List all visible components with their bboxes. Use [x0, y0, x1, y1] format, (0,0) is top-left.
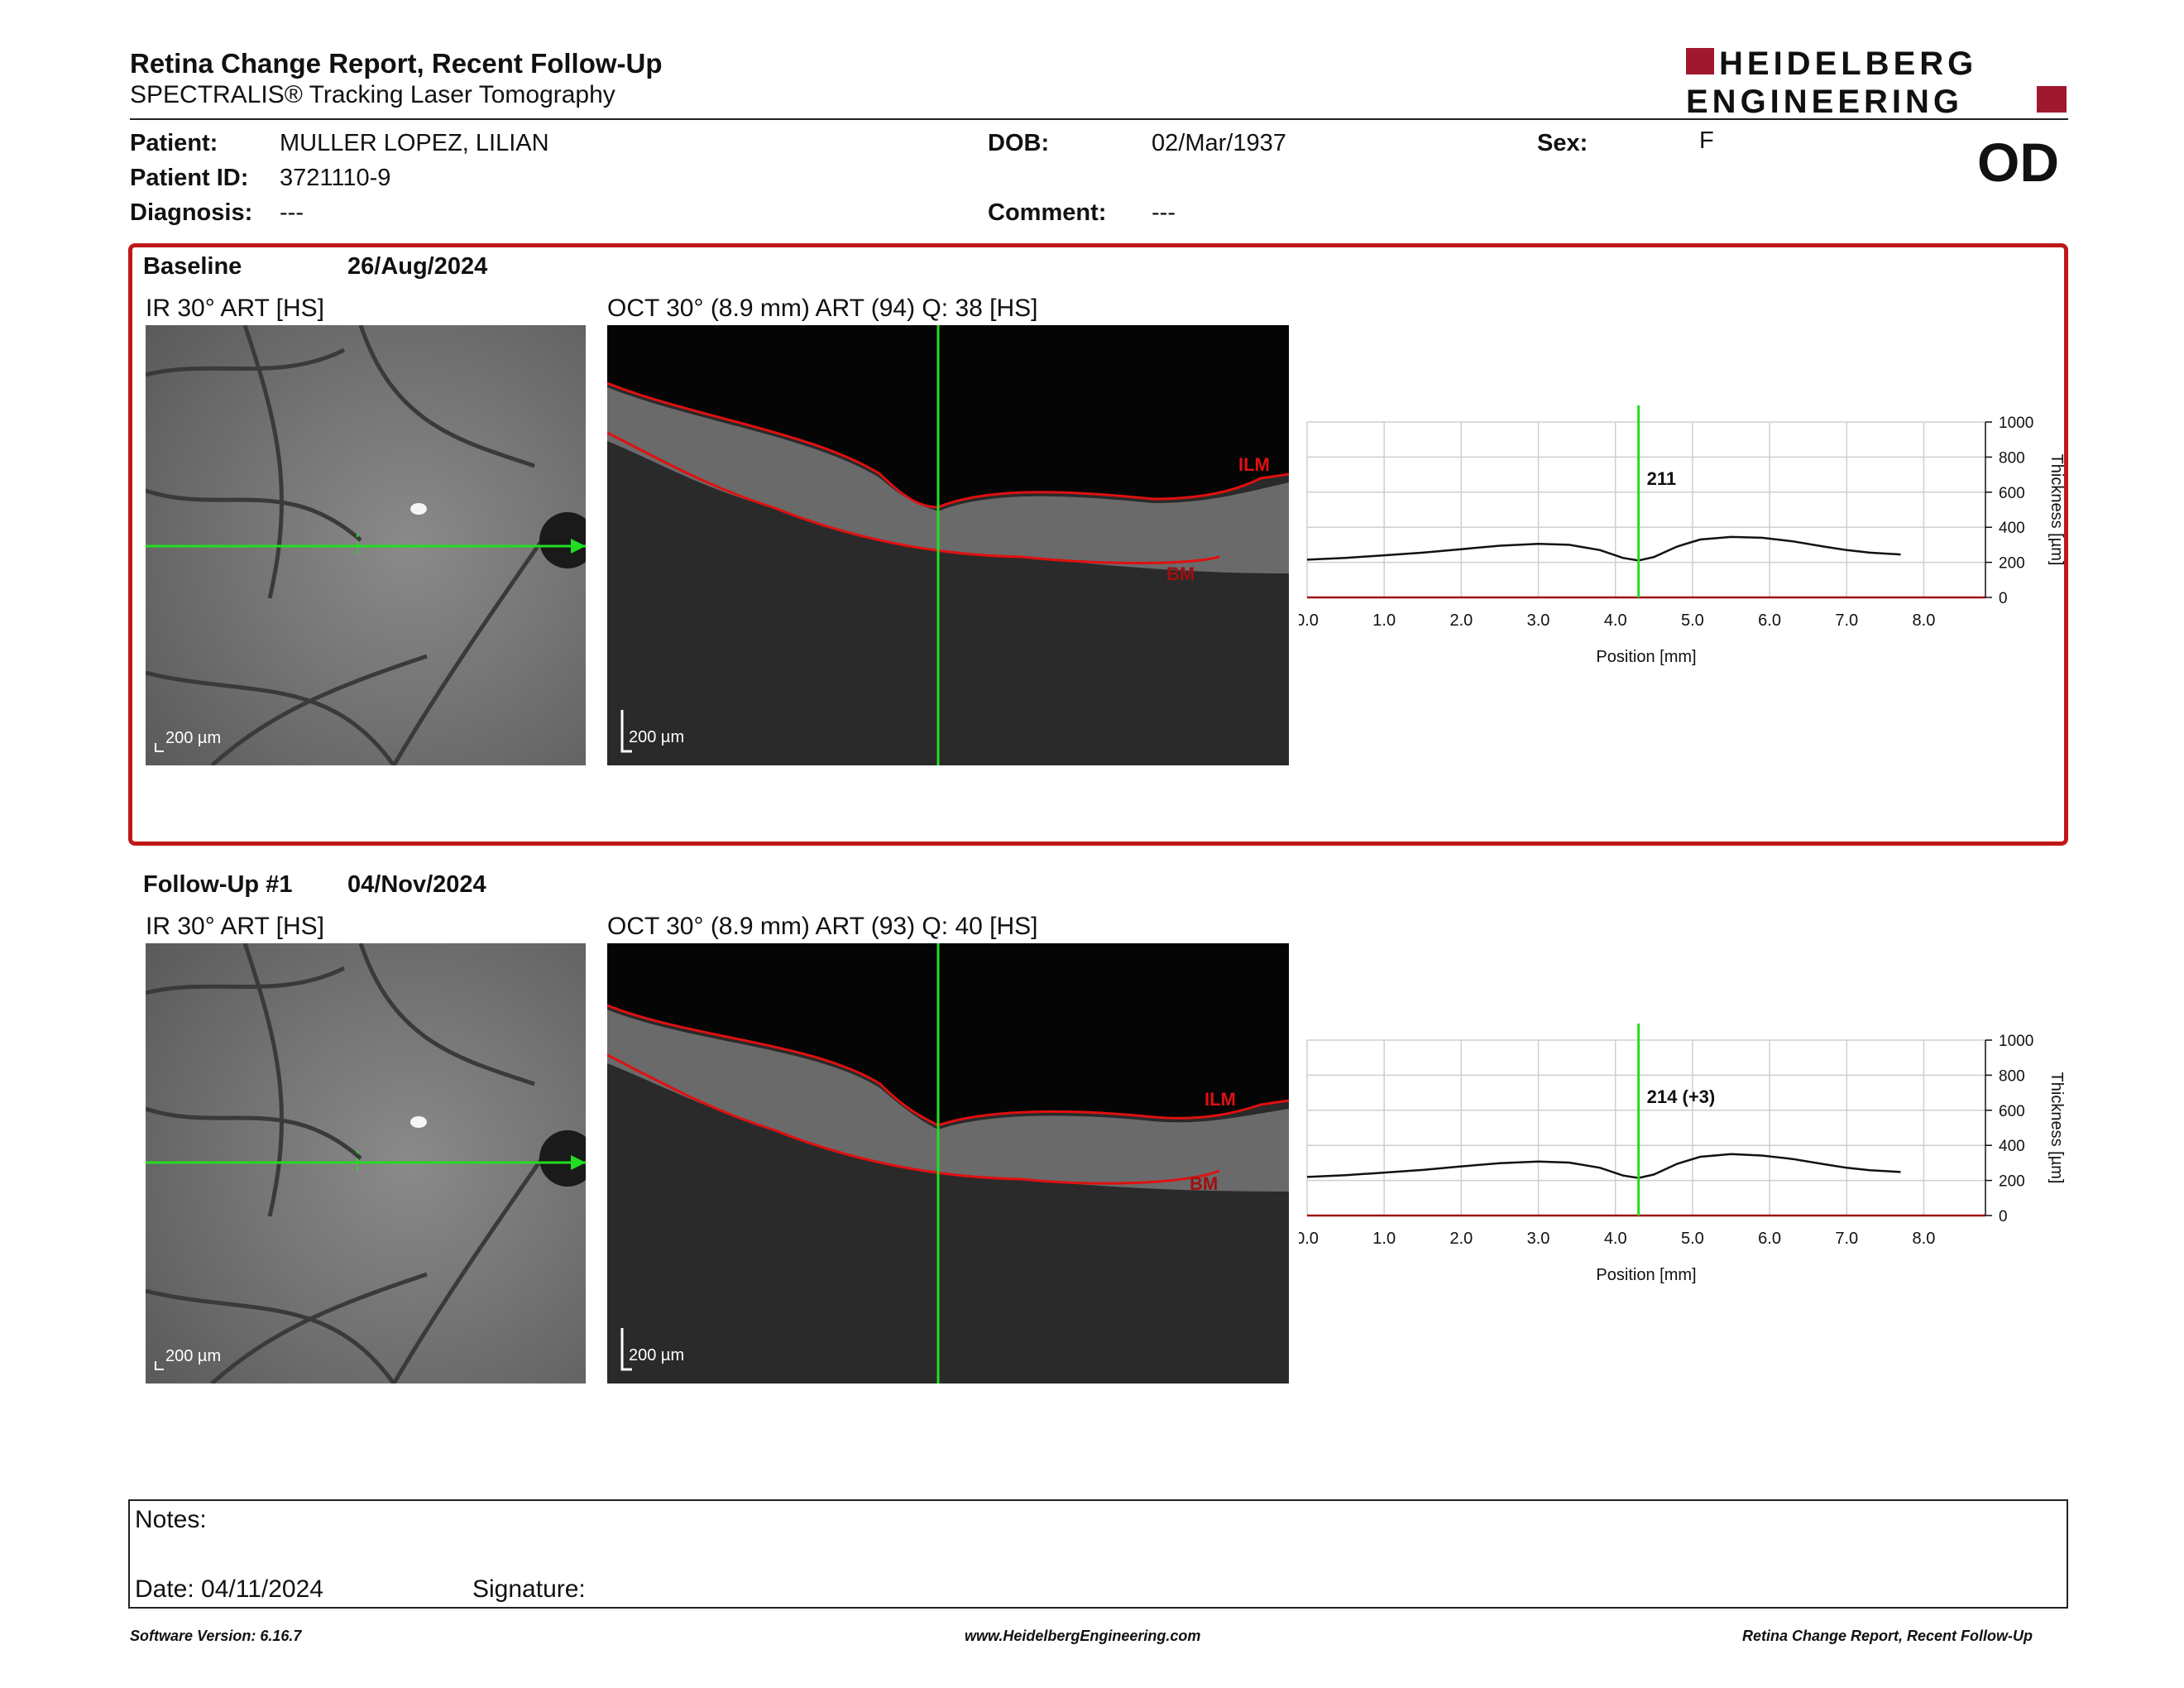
baseline-oct-bscan[interactable]: ILM BM 200 µm	[607, 325, 1289, 765]
followup-label: Follow-Up #1	[143, 871, 293, 898]
report-title: Retina Change Report, Recent Follow-Up	[130, 48, 663, 79]
x-tick-label: 1.0	[1372, 1230, 1396, 1248]
brand-line-2: ENGINEERING	[1686, 84, 1963, 116]
thickness-readout-label: 211	[1647, 468, 1677, 489]
x-tick-label: 5.0	[1681, 611, 1704, 630]
baseline-bm-label: BM	[1166, 563, 1195, 584]
y-tick-label: 200	[1999, 1173, 2025, 1191]
x-tick-label: 4.0	[1604, 611, 1627, 630]
footer-version: Software Version: 6.16.7	[130, 1628, 302, 1644]
baseline-thickness-chart: 0.0 1.0 2.0 3.0 4.0 5.0 6.0 7.0 8.0 0 200 400 600 800…	[1299, 405, 2066, 666]
x-tick-label: 5.0	[1681, 1230, 1704, 1248]
y-tick-label: 600	[1999, 1103, 2025, 1120]
y-tick-label: 0	[1999, 590, 2008, 607]
x-tick-label: 3.0	[1527, 611, 1550, 630]
comment-label: Comment:	[988, 199, 1107, 226]
notes-box[interactable]: Notes: Date: 04/11/2024 Signature:	[128, 1499, 2068, 1609]
patient-id-label: Patient ID:	[130, 165, 249, 191]
report-subtitle: SPECTRALIS® Tracking Laser Tomography	[130, 81, 615, 108]
dob-label: DOB:	[988, 130, 1050, 156]
signature-label: Signature:	[472, 1575, 586, 1603]
followup-thickness-chart: 0.0 1.0 2.0 3.0 4.0 5.0 6.0 7.0 8.0 0 200 400 600 800…	[1299, 1024, 2066, 1284]
y-tick-label: 200	[1999, 555, 2025, 573]
x-tick-label: 0.0	[1299, 1230, 1319, 1248]
patient-id: 3721110-9	[280, 165, 391, 191]
header-divider	[130, 118, 2068, 120]
x-tick-label: 1.0	[1372, 611, 1396, 630]
brand-line-1: HEIDELBERG	[1719, 46, 1977, 82]
baseline-frame	[128, 243, 2068, 846]
diagnosis-label: Diagnosis:	[130, 199, 253, 226]
y-tick-label: 400	[1999, 1138, 2025, 1155]
baseline-oct-scale: 200 µm	[629, 728, 685, 746]
baseline-date: 26/Aug/2024	[347, 253, 488, 280]
y-tick-label: 1000	[1999, 1033, 2033, 1050]
y-tick-label: 600	[1999, 485, 2025, 502]
sex-label: Sex:	[1537, 130, 1588, 156]
notes-date: Date: 04/11/2024	[135, 1575, 323, 1603]
baseline-oct-title: OCT 30° (8.9 mm) ART (94) Q: 38 [HS]	[607, 295, 1038, 322]
y-tick-label: 800	[1999, 449, 2025, 467]
x-tick-label: 7.0	[1835, 1230, 1858, 1248]
followup-oct-title: OCT 30° (8.9 mm) ART (93) Q: 40 [HS]	[607, 913, 1038, 940]
x-tick-label: 6.0	[1758, 611, 1781, 630]
heidelberg-logo: HEIDELBERG ENGINEERING	[1686, 46, 2067, 116]
x-tick-label: 7.0	[1835, 611, 1858, 630]
diagnosis-value: ---	[280, 199, 304, 226]
followup-oct-bscan[interactable]: ILM BM 200 µm	[607, 943, 1289, 1383]
baseline-ir-image[interactable]: 200 µm	[146, 325, 586, 765]
footer-report-name: Retina Change Report, Recent Follow-Up	[1742, 1628, 2033, 1644]
x-axis-label: Position [mm]	[1596, 1266, 1696, 1284]
eye-indicator: OD	[1977, 132, 2059, 193]
baseline-ir-title: IR 30° ART [HS]	[146, 295, 324, 322]
x-tick-label: 8.0	[1913, 1230, 1936, 1248]
patient-name: MULLER LOPEZ, LILIAN	[280, 130, 549, 156]
baseline-ir-scale: 200 µm	[165, 729, 222, 747]
followup-oct-scale: 200 µm	[629, 1346, 685, 1364]
comment-value: ---	[1152, 199, 1176, 226]
footer-website[interactable]: www.HeidelbergEngineering.com	[965, 1628, 1201, 1644]
y-tick-label: 800	[1999, 1067, 2025, 1085]
thickness-series-line	[1306, 535, 1901, 562]
followup-ilm-label: ILM	[1205, 1089, 1236, 1110]
x-tick-label: 2.0	[1449, 611, 1473, 630]
y-tick-label: 0	[1999, 1208, 2008, 1225]
x-tick-label: 4.0	[1604, 1230, 1627, 1248]
followup-ir-title: IR 30° ART [HS]	[146, 913, 324, 940]
notes-label: Notes:	[135, 1506, 207, 1533]
y-tick-label: 1000	[1999, 415, 2033, 432]
followup-ir-scale: 200 µm	[165, 1347, 222, 1365]
x-tick-label: 3.0	[1527, 1230, 1550, 1248]
x-tick-label: 0.0	[1299, 611, 1319, 630]
sex-value: F	[1699, 127, 1714, 154]
baseline-label: Baseline	[143, 253, 242, 280]
y-axis-label: Thickness [µm]	[2048, 1072, 2066, 1184]
x-axis-label: Position [mm]	[1596, 648, 1696, 666]
thickness-readout-label: 214 (+3)	[1647, 1086, 1716, 1107]
x-tick-label: 8.0	[1913, 611, 1936, 630]
thickness-series-line	[1306, 1153, 1901, 1179]
followup-bm-label: BM	[1190, 1173, 1219, 1194]
x-tick-label: 6.0	[1758, 1230, 1781, 1248]
y-axis-label: Thickness [µm]	[2048, 454, 2066, 566]
baseline-ilm-label: ILM	[1238, 454, 1270, 475]
y-tick-label: 400	[1999, 520, 2025, 537]
x-tick-label: 2.0	[1449, 1230, 1473, 1248]
followup-ir-image[interactable]: 200 µm	[146, 943, 586, 1383]
patient-label: Patient:	[130, 130, 218, 156]
dob-value: 02/Mar/1937	[1152, 130, 1286, 156]
followup-date: 04/Nov/2024	[347, 871, 486, 898]
